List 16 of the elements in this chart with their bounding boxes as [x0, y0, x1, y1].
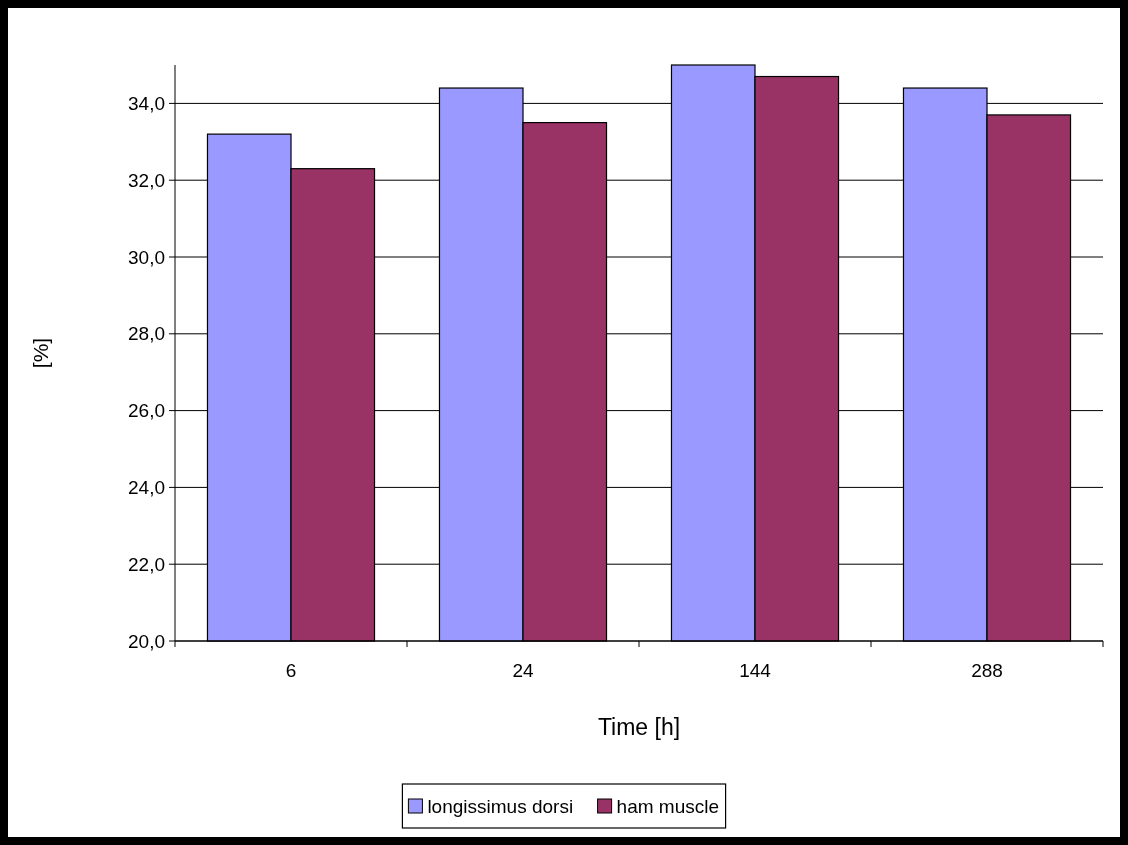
y-tick-label: 22,0: [128, 553, 165, 575]
y-tick-label: 20,0: [128, 630, 165, 652]
x-axis-title: Time [h]: [597, 714, 681, 740]
legend-label: longissimus dorsi: [427, 795, 574, 817]
x-tick-label: 24: [512, 660, 534, 681]
y-axis-title: [%]: [29, 337, 52, 369]
x-tick-label: 144: [739, 660, 772, 681]
y-tick-label: 24,0: [128, 477, 165, 499]
x-tick-label: 288: [971, 660, 1003, 681]
y-tick-label: 30,0: [128, 246, 165, 268]
x-tick-label: 6: [285, 660, 297, 681]
y-tick-label: 32,0: [128, 169, 165, 191]
y-tick-label: 26,0: [128, 400, 165, 422]
legend-label: ham muscle: [616, 795, 720, 817]
y-tick-label: 34,0: [128, 93, 165, 115]
y-tick-label: 28,0: [128, 323, 165, 345]
